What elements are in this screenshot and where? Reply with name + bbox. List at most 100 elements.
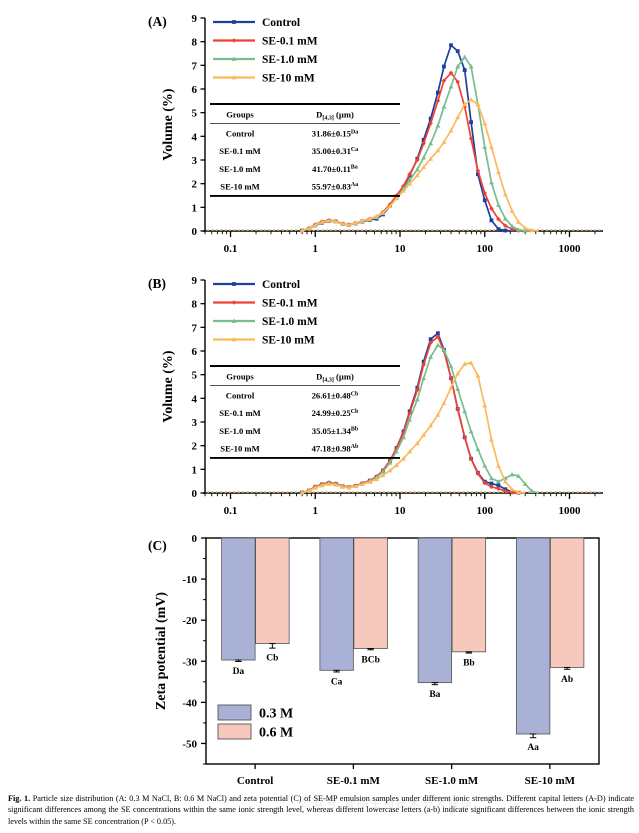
series-line [301,344,539,494]
y-tick-label: -10 [182,574,197,586]
panel-c: (C) 0 -10 -20 -30 -40 -50 Zeta potential (mV) Co… [0,524,639,790]
data-marker [529,488,535,494]
x-tick-label: 0.1 [224,243,238,255]
data-marker [462,435,467,440]
data-marker [509,472,515,477]
data-marker [489,206,494,211]
legend-label: SE-10 mM [262,73,315,85]
y-tick-label: 4 [192,393,198,405]
data-marker [448,385,454,390]
data-marker [306,488,312,493]
table-cell-group: SE-0.1 mM [219,408,261,418]
data-marker [435,412,441,417]
significance-letter: Cb [266,654,278,664]
data-marker [435,148,441,153]
data-marker [489,475,494,481]
legend-swatch [217,704,252,721]
data-marker [489,218,494,223]
data-marker [502,216,508,221]
data-marker [319,219,325,224]
x-tick-label: Control [237,775,273,787]
data-marker [442,64,446,69]
data-marker [299,490,305,495]
bar[interactable] [353,537,388,649]
data-marker [428,354,434,359]
y-tick-label: 5 [192,108,198,120]
y-axis-label: Volume (%) [161,88,176,161]
data-marker [441,139,447,145]
caption-text: Particle size distribution (A: 0.3 M NaC… [8,794,635,826]
table-cell-value: 31.86±0.15Da [312,129,358,139]
series-markers [299,97,535,233]
data-marker [475,471,481,476]
data-marker [232,282,236,286]
legend-label: SE-0.1 mM [262,298,318,310]
table-cell-value: 47.18±0.98Ab [312,443,359,453]
data-marker [503,228,508,233]
caption-label: Fig. 1. [8,794,31,803]
data-marker [231,38,237,43]
data-marker [448,84,454,89]
data-marker [503,223,508,229]
data-marker [502,479,508,484]
bar[interactable] [221,537,256,661]
data-marker [489,144,494,149]
table-header-groups: Groups [226,372,254,382]
data-marker [231,300,237,305]
data-marker [489,179,494,185]
data-marker [421,141,426,146]
y-tick-label: 7 [192,322,198,334]
data-marker [387,203,393,209]
bar[interactable] [549,537,585,668]
data-marker [435,90,440,95]
table-cell-value: 26.61±0.48Cb [312,391,359,401]
x-tick-label: 0.1 [224,505,238,517]
data-marker [414,166,420,172]
data-marker [482,402,488,408]
data-marker [374,476,380,482]
y-tick-label: 0 [192,488,198,500]
data-marker [489,437,494,442]
data-marker [496,202,501,207]
y-tick-label: 9 [192,275,198,287]
data-marker [374,214,380,219]
bar[interactable] [417,537,453,684]
y-tick-label: 8 [192,299,198,311]
data-marker [435,331,440,336]
data-marker [503,488,508,494]
bar[interactable] [515,537,551,735]
bar[interactable] [451,537,487,653]
data-marker [394,195,399,201]
table-cell-group: SE-1.0 mM [219,164,261,174]
y-tick-label: 3 [192,155,198,167]
x-tick-label: 1000 [558,505,581,517]
data-marker [468,428,474,434]
panel-a-chart: (A) 0 1 2 3 4 5 6 7 8 9 0.1 1 10 100 1000 Droplet size (… [148,13,603,262]
data-marker [509,486,515,492]
data-marker [455,64,461,69]
data-marker [482,463,488,468]
data-marker [231,75,237,80]
data-marker [516,489,521,495]
bar[interactable] [319,537,354,671]
data-marker [231,318,237,323]
table-cell-value: 24.99±0.25Cb [312,408,359,418]
data-marker [428,121,433,126]
y-tick-label: 2 [192,179,198,191]
data-marker [468,456,474,461]
significance-letter: Aa [527,743,539,753]
y-tick-label: 0 [192,226,198,238]
data-marker [441,400,447,405]
x-tick-label: 100 [476,505,493,517]
data-marker [482,120,488,126]
data-marker [401,188,406,193]
panel-b-chart: (B) 0 1 2 3 4 5 6 7 8 9 0.1 1 10 100 1000 Droplet size (… [148,275,603,524]
data-marker [359,218,365,223]
data-marker [509,208,515,213]
series-markers [299,54,528,233]
table-cell-group: SE-1.0 mM [219,426,261,436]
bar[interactable] [255,537,290,645]
table-cell-value: 35.00±0.31Ca [312,146,358,156]
x-axis-label: Droplet size (µm) [348,523,452,524]
